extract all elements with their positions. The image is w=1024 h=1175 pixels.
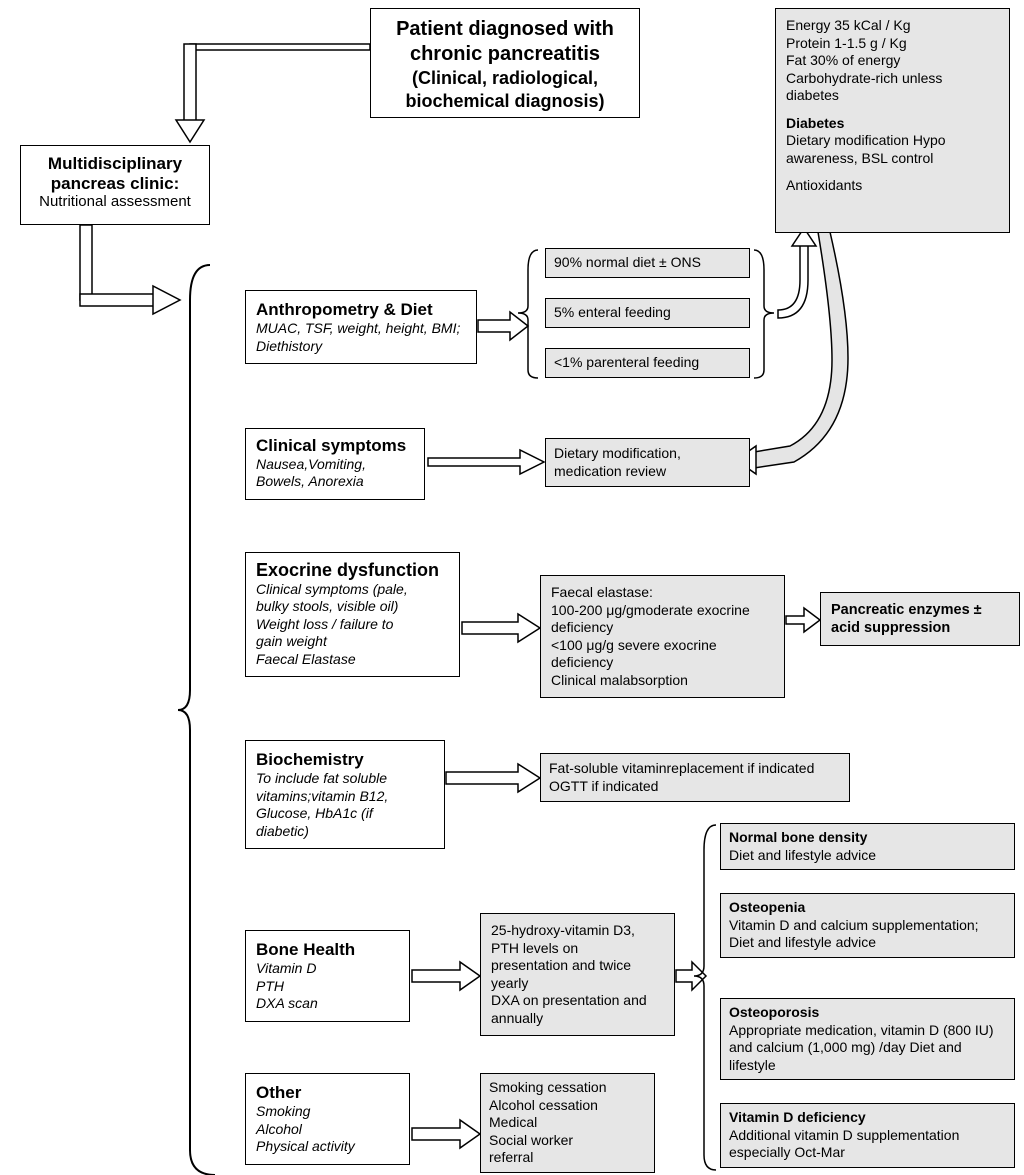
node-anthropometry: Anthropometry & Diet MUAC, TSF, weight, …	[245, 290, 477, 364]
other-line: Alcohol	[256, 1121, 399, 1139]
guideline-diabetes: Diabetes	[786, 115, 999, 133]
node-exocrine: Exocrine dysfunction Clinical symptoms (…	[245, 552, 460, 677]
node-bonehealth: Bone Health Vitamin D PTH DXA scan	[245, 930, 410, 1022]
bone-sub: Vitamin D PTH DXA scan	[256, 960, 399, 1013]
other-line: Smoking	[256, 1103, 399, 1121]
exocrine-line: Clinical symptoms (pale,	[256, 581, 449, 599]
bone-mid-line: yearly	[491, 975, 664, 993]
exocrine-title: Exocrine dysfunction	[256, 561, 449, 581]
bone-line: Vitamin D	[256, 960, 399, 978]
node-diet-mod: Dietary modification, medication review	[545, 438, 750, 487]
bone-mid-line: annually	[491, 1010, 664, 1028]
bone-outcome-0: Normal bone density Diet and lifestyle a…	[720, 823, 1015, 870]
anthro-opt-2: <1% parenteral feeding	[545, 348, 750, 378]
clinical-sub: Nausea,Vomiting, Bowels, Anorexia	[256, 456, 414, 491]
bone-title: Bone Health	[256, 939, 399, 960]
clinical-title: Clinical symptoms	[256, 437, 414, 456]
fatsoluble-line: Fat-soluble vitaminreplacement if indica…	[549, 760, 841, 778]
guideline-line: Carbohydrate-rich unless diabetes	[786, 70, 999, 105]
anthro-sub: MUAC, TSF, weight, height, BMI; Diethist…	[256, 320, 466, 355]
anthro-opt-1: 5% enteral feeding	[545, 298, 750, 328]
other-title: Other	[256, 1082, 399, 1103]
node-guidelines: Energy 35 kCal / Kg Protein 1-1.5 g / Kg…	[775, 8, 1010, 233]
node-clinical: Clinical symptoms Nausea,Vomiting, Bowel…	[245, 428, 425, 500]
bone-line: PTH	[256, 978, 399, 996]
node-biochem: Biochemistry To include fat soluble vita…	[245, 740, 445, 849]
bone-outcome-1: Osteopenia Vitamin D and calcium supplem…	[720, 893, 1015, 958]
other-out-line: Medical	[489, 1114, 646, 1132]
other-out-line: Smoking cessation	[489, 1079, 646, 1097]
elastase-line: Clinical malabsorption	[551, 672, 774, 690]
node-enzymes: Pancreatic enzymes ± acid suppression	[820, 592, 1020, 646]
bone-out-text: Additional vitamin D supplementation esp…	[729, 1127, 1006, 1162]
diagnosis-subtitle: (Clinical, radiological, biochemical dia…	[381, 67, 629, 112]
other-out-line: Alcohol cessation	[489, 1097, 646, 1115]
bone-out-text: Diet and lifestyle advice	[729, 847, 1006, 865]
biochem-line: diabetic)	[256, 823, 434, 841]
bone-mid-line: PTH levels on	[491, 940, 664, 958]
guideline-line: Antioxidants	[786, 177, 999, 195]
exocrine-line: gain weight	[256, 633, 449, 651]
bone-outcome-3: Vitamin D deficiency Additional vitamin …	[720, 1103, 1015, 1168]
elastase-line: 100-200 μg/gmoderate exocrine deficiency	[551, 602, 774, 637]
bone-outcome-2: Osteoporosis Appropriate medication, vit…	[720, 998, 1015, 1080]
anthro-opt-text: 90% normal diet ± ONS	[554, 254, 701, 270]
diet-mod-line: Dietary modification,	[554, 445, 741, 463]
biochem-title: Biochemistry	[256, 749, 434, 770]
guideline-line: Dietary modification Hypo awareness, BSL…	[786, 132, 999, 167]
exocrine-sub: Clinical symptoms (pale, bulky stools, v…	[256, 581, 449, 669]
guideline-line: Fat 30% of energy	[786, 52, 999, 70]
guideline-line: Energy 35 kCal / Kg	[786, 17, 999, 35]
bone-out-title: Osteopenia	[729, 899, 1006, 917]
node-bone-mid: 25-hydroxy-vitamin D3, PTH levels on pre…	[480, 913, 675, 1036]
node-other-out: Smoking cessation Alcohol cessation Medi…	[480, 1073, 655, 1173]
elastase-line: Faecal elastase:	[551, 584, 774, 602]
bone-mid-line: presentation and twice	[491, 957, 664, 975]
bone-out-title: Normal bone density	[729, 829, 1006, 847]
bone-out-title: Vitamin D deficiency	[729, 1109, 1006, 1127]
clinic-title: Multidisciplinary pancreas clinic:	[31, 154, 199, 193]
bone-mid-line: DXA on presentation and	[491, 992, 664, 1010]
node-elastase: Faecal elastase: 100-200 μg/gmoderate ex…	[540, 575, 785, 698]
bone-out-text: Appropriate medication, vitamin D (800 I…	[729, 1022, 1006, 1075]
node-fatsoluble: Fat-soluble vitaminreplacement if indica…	[540, 753, 850, 802]
other-line: Physical activity	[256, 1138, 399, 1156]
bone-out-text: Vitamin D and calcium supplementation; D…	[729, 917, 1006, 952]
anthro-opt-text: 5% enteral feeding	[554, 304, 671, 320]
anthro-opt-text: <1% parenteral feeding	[554, 354, 699, 370]
diagnosis-title: Patient diagnosed with chronic pancreati…	[381, 17, 629, 67]
bone-line: DXA scan	[256, 995, 399, 1013]
clinic-subtitle: Nutritional assessment	[31, 193, 199, 212]
exocrine-line: Faecal Elastase	[256, 651, 449, 669]
biochem-sub: To include fat soluble vitamins;vitamin …	[256, 770, 434, 840]
other-out-line: Social worker	[489, 1132, 646, 1150]
bone-mid-line: 25-hydroxy-vitamin D3,	[491, 922, 664, 940]
other-sub: Smoking Alcohol Physical activity	[256, 1103, 399, 1156]
node-clinic: Multidisciplinary pancreas clinic: Nutri…	[20, 145, 210, 225]
biochem-line: Glucose, HbA1c (if	[256, 805, 434, 823]
elastase-line: <100 μg/g severe exocrine deficiency	[551, 637, 774, 672]
diet-mod-line: medication review	[554, 463, 741, 481]
exocrine-line: Weight loss / failure to	[256, 616, 449, 634]
exocrine-line: bulky stools, visible oil)	[256, 598, 449, 616]
guideline-line: Protein 1-1.5 g / Kg	[786, 35, 999, 53]
biochem-line: To include fat soluble	[256, 770, 434, 788]
bone-out-title: Osteoporosis	[729, 1004, 1006, 1022]
fatsoluble-line: OGTT if indicated	[549, 778, 841, 796]
anthro-title: Anthropometry & Diet	[256, 299, 466, 320]
other-out-line: referral	[489, 1149, 646, 1167]
node-other: Other Smoking Alcohol Physical activity	[245, 1073, 410, 1165]
node-diagnosis: Patient diagnosed with chronic pancreati…	[370, 8, 640, 118]
biochem-line: vitamins;vitamin B12,	[256, 788, 434, 806]
anthro-opt-0: 90% normal diet ± ONS	[545, 248, 750, 278]
enzymes-text: Pancreatic enzymes ± acid suppression	[831, 602, 982, 636]
